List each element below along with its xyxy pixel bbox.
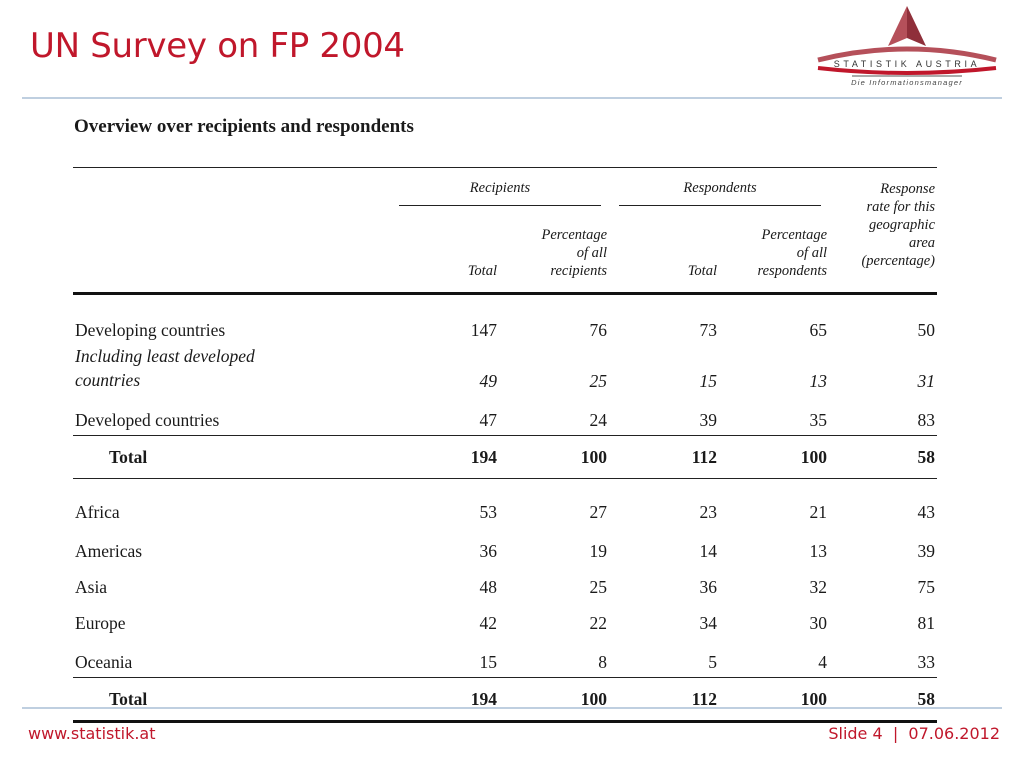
slide-title: UN Survey on FP 2004	[30, 26, 405, 66]
respondents-percentage-cell: 65	[809, 320, 828, 340]
response-rate-cell: 58	[829, 677, 938, 723]
respondents-percentage-cell: 13	[809, 541, 828, 561]
recipients-total-cell: 15	[479, 652, 498, 672]
recipients-percentage-cell: 24	[589, 410, 608, 430]
respondents-group-header: Respondents	[609, 167, 830, 206]
table-row: Europe 42 22 34 30 81	[73, 601, 937, 637]
respondents-percentage-cell: 30	[809, 613, 828, 633]
table-row: Including least developed countries 49 2…	[73, 344, 937, 395]
respondents-percentage-cell: 100	[719, 435, 830, 479]
respondents-percentage-cell: 100	[719, 677, 830, 723]
recipients-total-header: Total	[389, 206, 499, 295]
total-row: Total 194 100 112 100 58	[73, 677, 938, 723]
total-row: Total 194 100 112 100 58	[73, 435, 938, 479]
response-rate-cell: 81	[917, 613, 936, 633]
header-divider	[22, 97, 1002, 99]
recipients-total-cell: 147	[470, 320, 497, 340]
table-title: Overview over recipients and respondents	[74, 116, 414, 137]
row-label: Asia	[75, 577, 108, 597]
respondents-total-header: Total	[609, 206, 719, 295]
label-column-header	[73, 167, 389, 206]
recipients-total-cell: 194	[389, 435, 499, 479]
respondents-percentage-cell: 35	[809, 410, 828, 430]
recipients-percentage-cell: 22	[589, 613, 608, 633]
response-rate-cell: 58	[829, 435, 938, 479]
table-row: Oceania 15 8 5 4 33	[73, 637, 937, 678]
label-column-subheader	[73, 206, 389, 295]
recipients-percentage-cell: 100	[499, 435, 609, 479]
logo-brand-text: STATISTIK AUSTRIA	[833, 59, 981, 69]
table-row: Developed countries 47 24 39 35 83	[73, 395, 937, 436]
response-rate-cell: 33	[917, 652, 936, 672]
response-rate-header: Response rate for this geographic area (…	[829, 167, 938, 295]
row-label: Including least developed countries	[75, 346, 255, 390]
response-rate-cell: 83	[917, 410, 936, 430]
recipients-percentage-cell: 25	[589, 371, 608, 391]
recipients-group-header: Recipients	[389, 167, 609, 206]
logo-emblem-icon	[817, 6, 997, 77]
row-label: Europe	[75, 613, 126, 633]
respondents-total-cell: 15	[699, 371, 718, 391]
footer-divider	[22, 707, 1002, 709]
recipients-total-cell: 42	[479, 613, 498, 633]
respondents-percentage-header: Percentage of all respondents	[719, 206, 830, 295]
respondents-percentage-cell: 13	[809, 371, 828, 391]
respondents-percentage-cell: 4	[818, 652, 828, 672]
row-label: Total	[73, 677, 389, 723]
row-label: Total	[73, 435, 389, 479]
row-label: Oceania	[75, 652, 133, 672]
recipients-total-cell: 53	[479, 502, 498, 522]
row-label: Americas	[75, 541, 143, 561]
response-rate-cell: 50	[917, 320, 936, 340]
response-rate-cell: 75	[917, 577, 936, 597]
respondents-percentage-cell: 21	[809, 502, 828, 522]
respondents-total-cell: 34	[699, 613, 718, 633]
response-rate-cell: 31	[917, 371, 936, 391]
recipients-percentage-header: Percentage of all recipients	[499, 206, 609, 295]
recipients-percentage-cell: 76	[589, 320, 608, 340]
row-label: Developed countries	[75, 410, 220, 430]
recipients-total-cell: 47	[479, 410, 498, 430]
table-row: Africa 53 27 23 21 43	[73, 479, 937, 530]
respondents-total-cell: 73	[699, 320, 718, 340]
survey-table-container: Recipients Respondents Response rate for…	[73, 167, 938, 723]
respondents-total-cell: 36	[699, 577, 718, 597]
row-label: Developing countries	[75, 320, 226, 340]
row-label: Africa	[75, 502, 120, 522]
recipients-percentage-cell: 27	[589, 502, 608, 522]
recipients-total-cell: 36	[479, 541, 498, 561]
logo-tagline: Die Informationsmanager	[851, 78, 963, 87]
response-rate-cell: 43	[917, 502, 936, 522]
recipients-percentage-cell: 100	[499, 677, 609, 723]
respondents-total-cell: 112	[609, 677, 719, 723]
recipients-percentage-cell: 8	[598, 652, 607, 672]
respondents-total-cell: 23	[699, 502, 718, 522]
footer-slide-info: Slide 4 | 07.06.2012	[828, 724, 1000, 743]
respondents-total-cell: 39	[699, 410, 718, 430]
respondents-total-cell: 5	[708, 652, 717, 672]
recipients-total-cell: 194	[389, 677, 499, 723]
statistik-austria-logo: STATISTIK AUSTRIA Die Informationsmanage…	[812, 4, 1002, 90]
table-row: Asia 48 25 36 32 75	[73, 565, 937, 601]
recipients-total-cell: 48	[479, 577, 498, 597]
respondents-total-cell: 14	[699, 541, 718, 561]
footer-website-link[interactable]: www.statistik.at	[28, 724, 156, 743]
recipients-total-cell: 49	[479, 371, 498, 391]
respondents-total-cell: 112	[609, 435, 719, 479]
response-rate-cell: 39	[917, 541, 936, 561]
table-row: Americas 36 19 14 13 39	[73, 529, 937, 565]
recipients-percentage-cell: 19	[589, 541, 608, 561]
respondents-percentage-cell: 32	[809, 577, 828, 597]
table-row: Developing countries 147 76 73 65 50	[73, 294, 937, 345]
recipients-percentage-cell: 25	[589, 577, 608, 597]
survey-table: Recipients Respondents Response rate for…	[73, 167, 938, 723]
